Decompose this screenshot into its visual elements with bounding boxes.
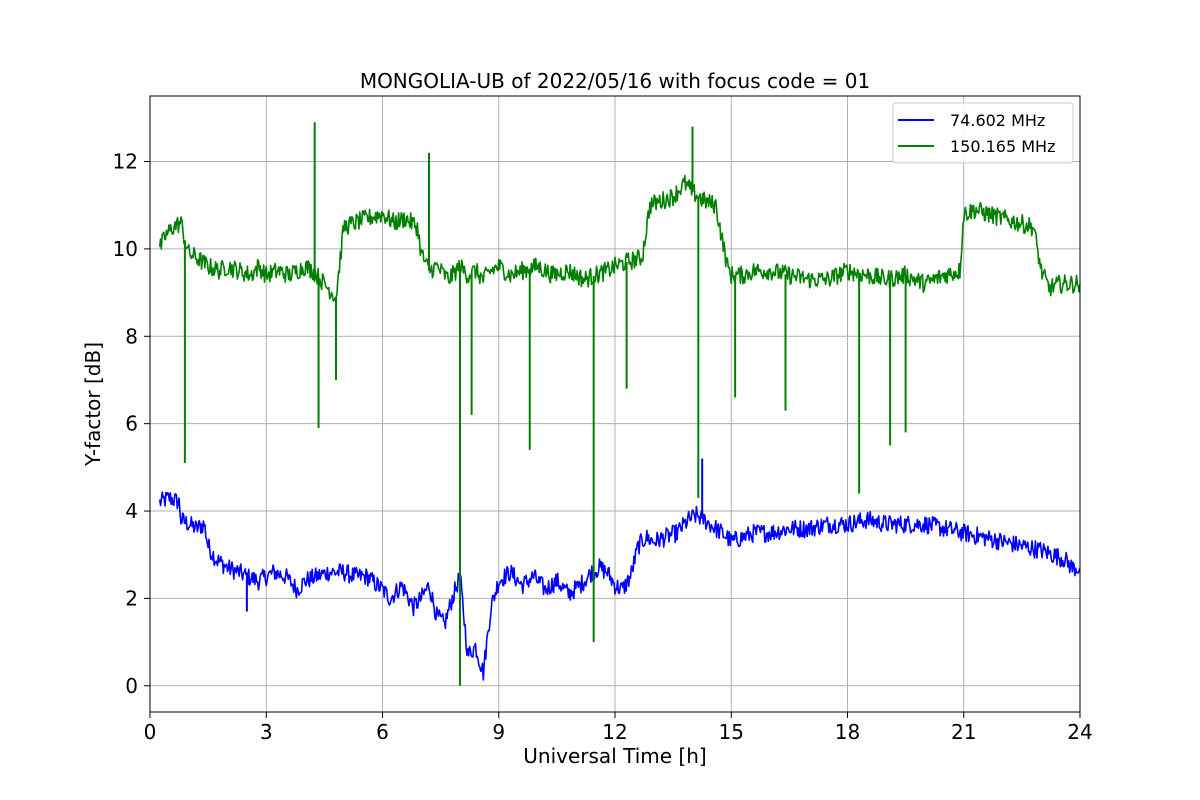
- y-tick-label: 2: [125, 586, 138, 610]
- y-tick-label: 6: [125, 412, 138, 436]
- y-tick-label: 8: [125, 324, 138, 348]
- x-tick-label: 18: [835, 720, 860, 744]
- series-lines: [158, 122, 1081, 686]
- x-tick-label: 24: [1067, 720, 1092, 744]
- x-tick-label: 15: [719, 720, 744, 744]
- y-tick-label: 10: [113, 237, 138, 261]
- legend-label: 74.602 MHz: [950, 111, 1045, 130]
- series-line: [158, 491, 1081, 681]
- x-tick-label: 6: [376, 720, 389, 744]
- x-tick-label: 3: [260, 720, 273, 744]
- legend: 74.602 MHz 150.165 MHz: [892, 102, 1074, 164]
- x-axis-label: Universal Time [h]: [523, 744, 706, 768]
- y-axis-label: Y-factor [dB]: [81, 342, 105, 467]
- x-tick-label: 0: [144, 720, 157, 744]
- legend-box: [892, 102, 1074, 164]
- grid-lines: [150, 96, 1080, 712]
- x-tick-label: 9: [492, 720, 505, 744]
- x-tick-label: 21: [951, 720, 976, 744]
- y-tick-label: 12: [113, 150, 138, 174]
- legend-label: 150.165 MHz: [950, 137, 1055, 156]
- y-tick-label: 0: [125, 674, 138, 698]
- y-tick-label: 4: [125, 499, 138, 523]
- chart-title: MONGOLIA-UB of 2022/05/16 with focus cod…: [360, 69, 870, 93]
- x-tick-label: 12: [602, 720, 627, 744]
- series-line: [158, 174, 1081, 302]
